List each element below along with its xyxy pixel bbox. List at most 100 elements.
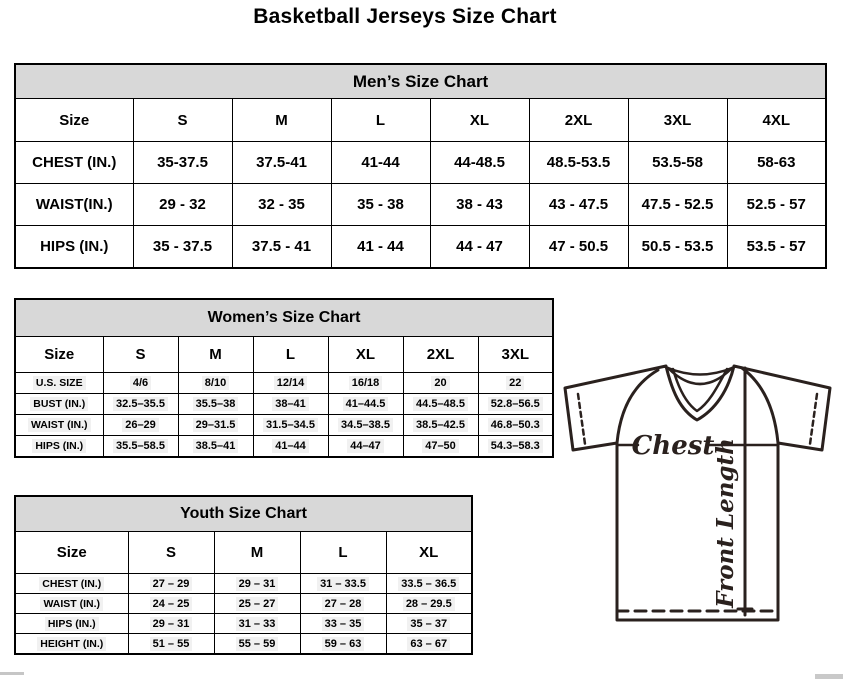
youth-row-label-height: HEIGHT (IN.) — [37, 636, 107, 651]
youth-row-label-hips: HIPS (IN.) — [44, 616, 99, 631]
cell-value: 20 — [431, 376, 450, 390]
youth-row-label-waist: WAIST (IN.) — [40, 596, 104, 611]
mens-col-3xl: 3XL — [627, 98, 728, 142]
cell-value: 55 – 59 — [235, 636, 279, 651]
womens-row-label-waist: WAIST (IN.) — [27, 418, 91, 432]
cell-value: 33.5 – 36.5 — [398, 576, 460, 591]
chest-label: Chest — [632, 431, 715, 461]
cell-value: 38–41 — [272, 397, 309, 411]
cell-value: 63 – 67 — [407, 636, 451, 651]
front-length-measure-line — [736, 366, 754, 617]
cell-value: 29–31.5 — [192, 418, 239, 432]
cell-value: 37.5-41 — [231, 141, 332, 184]
mens-row-label-chest: CHEST (IN.) — [14, 141, 134, 184]
table-row: CHEST (IN.) 35-37.5 37.5-41 41-44 44-48.… — [14, 141, 827, 184]
cell-value: 38.5–41 — [192, 439, 239, 453]
cell-value: 29 – 31 — [149, 616, 193, 631]
cell-value: 38 - 43 — [429, 183, 530, 226]
womens-col-size: Size — [14, 336, 104, 373]
womens-row-label-hips: HIPS (IN.) — [32, 439, 87, 453]
cell-value: 59 – 63 — [321, 636, 365, 651]
mens-col-s: S — [132, 98, 233, 142]
cell-value: 44 - 47 — [429, 225, 530, 269]
cell-value: 35.5–58.5 — [113, 439, 168, 453]
cell-value: 47 - 50.5 — [528, 225, 629, 269]
mens-size-chart-table: Men’s Size Chart Size S M L XL 2XL 3XL 4… — [14, 63, 828, 269]
cell-value: 41 - 44 — [330, 225, 431, 269]
youth-col-l: L — [299, 531, 387, 574]
youth-col-size: Size — [14, 531, 129, 574]
cell-value: 27 – 29 — [149, 576, 193, 591]
youth-col-xl: XL — [385, 531, 473, 574]
womens-col-2xl: 2XL — [402, 336, 479, 373]
cell-value: 37.5 - 41 — [231, 225, 332, 269]
table-row: HIPS (IN.) 35 - 37.5 37.5 - 41 41 - 44 4… — [14, 225, 827, 269]
cell-value: 47.5 - 52.5 — [627, 183, 728, 226]
cell-value: 46.8–50.3 — [487, 418, 543, 432]
cell-value: 33 – 35 — [321, 616, 365, 631]
youth-col-m: M — [213, 531, 301, 574]
table-row: HIPS (IN.) 29 – 31 31 – 33 33 – 35 35 – … — [14, 613, 473, 634]
cell-value: 35 - 37.5 — [132, 225, 233, 269]
mens-col-xl: XL — [429, 98, 530, 142]
left-armhole-seam — [615, 368, 660, 445]
cell-value: 31.5–34.5 — [263, 418, 318, 432]
cell-value: 41–44 — [272, 439, 309, 453]
womens-row-label-bust: BUST (IN.) — [30, 397, 89, 411]
mens-col-m: M — [231, 98, 332, 142]
cell-value: 31 – 33.5 — [317, 576, 369, 591]
cell-value: 53.5 - 57 — [726, 225, 827, 269]
front-length-label: Front Length — [712, 438, 739, 609]
womens-col-xl: XL — [327, 336, 404, 373]
page-title: Basketball Jerseys Size Chart — [253, 5, 557, 28]
cell-value: 4/6 — [129, 376, 152, 390]
cell-value: 29 – 31 — [235, 576, 279, 591]
cell-value: 24 – 25 — [149, 596, 193, 611]
left-sleeve-hem-dashes — [576, 392, 587, 446]
womens-row-label-ussize: U.S. SIZE — [32, 376, 86, 390]
cell-value: 48.5-53.5 — [528, 141, 629, 184]
table-row: BUST (IN.) 32.5–35.5 35.5–38 38–41 41–44… — [14, 393, 554, 415]
cell-value: 35.5–38 — [192, 397, 239, 411]
womens-chart-title: Women’s Size Chart — [14, 298, 554, 337]
cell-value: 38.5–42.5 — [413, 418, 468, 432]
youth-row-label-chest: CHEST (IN.) — [39, 576, 105, 591]
horizontal-scrollbar-thumb[interactable] — [0, 672, 24, 675]
cell-value: 44–47 — [347, 439, 384, 453]
youth-chart-title: Youth Size Chart — [14, 495, 473, 532]
table-row: WAIST (IN.) 26–29 29–31.5 31.5–34.5 34.5… — [14, 414, 554, 436]
cell-value: 32.5–35.5 — [113, 397, 168, 411]
youth-col-s: S — [127, 531, 215, 574]
table-row: HIPS (IN.) 35.5–58.5 38.5–41 41–44 44–47… — [14, 435, 554, 458]
womens-col-m: M — [177, 336, 254, 373]
cell-value: 53.5-58 — [627, 141, 728, 184]
cell-value: 44-48.5 — [429, 141, 530, 184]
cell-value: 50.5 - 53.5 — [627, 225, 728, 269]
cell-value: 31 – 33 — [235, 616, 279, 631]
womens-col-s: S — [102, 336, 179, 373]
youth-size-chart-table: Youth Size Chart Size S M L XL CHEST (IN… — [14, 495, 473, 655]
table-row: CHEST (IN.) 27 – 29 29 – 31 31 – 33.5 33… — [14, 573, 473, 594]
table-row: HEIGHT (IN.) 51 – 55 55 – 59 59 – 63 63 … — [14, 633, 473, 655]
table-row: WAIST (IN.) 24 – 25 25 – 27 27 – 28 28 –… — [14, 593, 473, 614]
cell-value: 35 - 38 — [330, 183, 431, 226]
table-row: U.S. SIZE 4/6 8/10 12/14 16/18 20 22 — [14, 372, 554, 394]
scrollbar-corner[interactable] — [815, 674, 843, 679]
right-armhole-seam — [740, 366, 780, 445]
womens-col-3xl: 3XL — [477, 336, 554, 373]
vneck-inner-line — [671, 367, 729, 413]
cell-value: 44.5–48.5 — [413, 397, 468, 411]
cell-value: 41-44 — [330, 141, 431, 184]
cell-value: 22 — [506, 376, 525, 390]
cell-value: 43 - 47.5 — [528, 183, 629, 226]
mens-col-4xl: 4XL — [726, 98, 827, 142]
table-row: WAIST(IN.) 29 - 32 32 - 35 35 - 38 38 - … — [14, 183, 827, 226]
cell-value: 34.5–38.5 — [338, 418, 393, 432]
right-sleeve-hem-dashes — [808, 392, 819, 446]
cell-value: 41–44.5 — [342, 397, 389, 411]
mens-col-2xl: 2XL — [528, 98, 629, 142]
womens-col-l: L — [252, 336, 329, 373]
cell-value: 16/18 — [348, 376, 383, 390]
mens-row-label-waist: WAIST(IN.) — [14, 183, 134, 226]
mens-col-l: L — [330, 98, 431, 142]
